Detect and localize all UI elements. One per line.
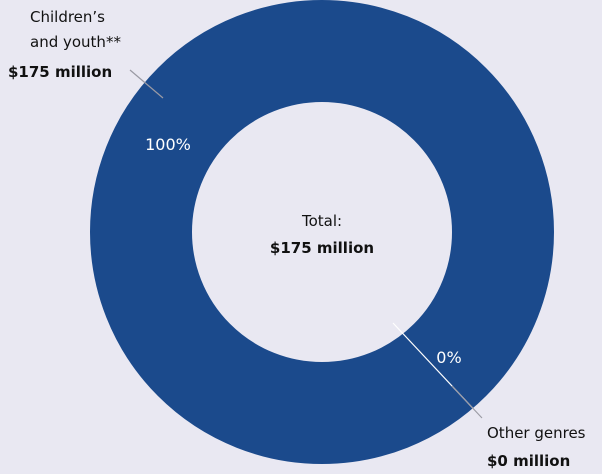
slice-name-childrens-and-youth-line2: and youth** xyxy=(30,33,121,51)
slice-childrens-and-youth xyxy=(90,0,554,464)
slice-value-other-genres: $0 million xyxy=(487,452,570,470)
center-total-label: Total: xyxy=(301,212,342,230)
slice-name-childrens-and-youth-line1: Children’s xyxy=(30,8,105,26)
percent-label-childrens-and-youth: 100% xyxy=(145,135,191,154)
slice-value-childrens-and-youth: $175 million xyxy=(8,63,112,81)
slice-name-other-genres: Other genres xyxy=(487,424,586,442)
leader-line-other-genres-outer xyxy=(451,385,483,419)
center-total-value: $175 million xyxy=(270,239,374,257)
leader-line-childrens-and-youth xyxy=(129,69,164,99)
percent-label-other-genres: 0% xyxy=(436,348,461,367)
